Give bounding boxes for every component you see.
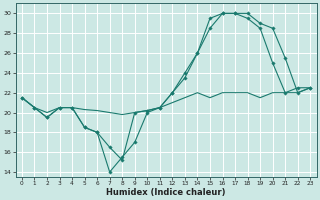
X-axis label: Humidex (Indice chaleur): Humidex (Indice chaleur) bbox=[106, 188, 226, 197]
